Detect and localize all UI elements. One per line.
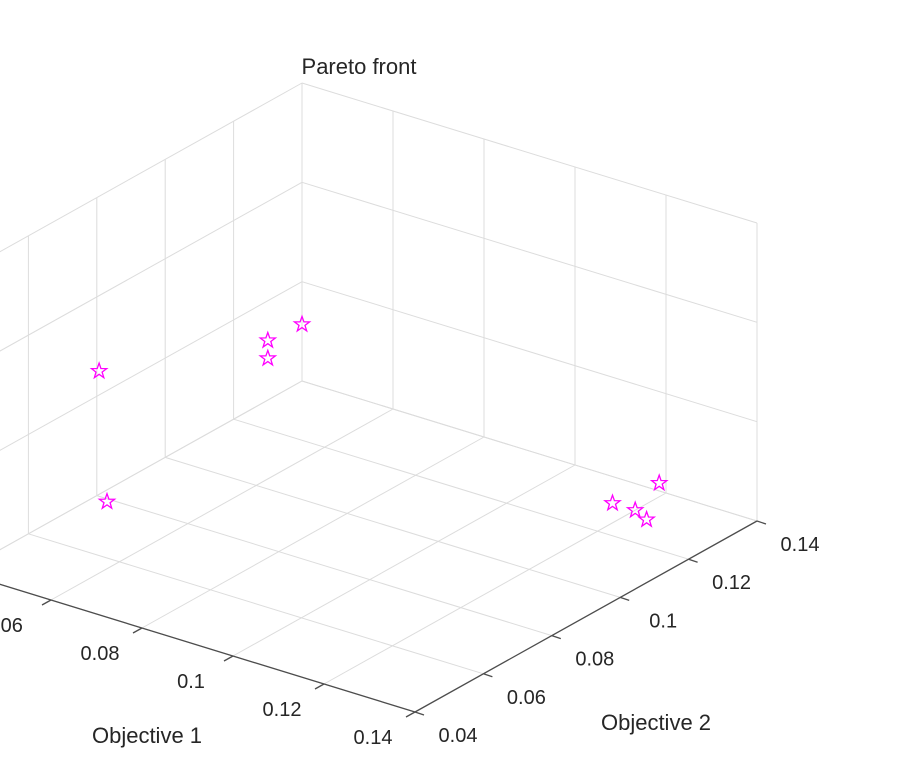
x-axis-line (0, 583, 416, 713)
floor-grid-line (141, 436, 485, 629)
x-tick-mark (132, 627, 143, 634)
data-point-star (637, 509, 657, 528)
data-point-star (625, 500, 645, 519)
floor-grid-line (96, 495, 552, 637)
back-wall-grid-line (301, 380, 758, 522)
x-tick-mark (405, 711, 416, 718)
floor-grid-line (0, 380, 303, 551)
x-tick-label: 0.12 (263, 699, 302, 721)
floor-grid-line (232, 464, 576, 657)
chart-title: Pareto front (302, 54, 417, 79)
floor-grid-line (233, 418, 689, 560)
data-point-star (258, 348, 278, 367)
floor-grid-line (50, 408, 394, 601)
x-tick-label: .06 (0, 615, 23, 637)
data-point-star (603, 493, 622, 512)
y-axis-line (414, 520, 758, 713)
x-tick-mark (223, 655, 234, 662)
y-tick-mark (756, 520, 767, 525)
y-tick-mark (619, 596, 630, 602)
y-tick-label: 0.08 (575, 649, 614, 671)
data-point-star (89, 361, 109, 380)
x-tick-label: 0.1 (177, 671, 205, 693)
y-tick-label: 0.12 (712, 572, 751, 594)
tick-labels: .06 0.08 0.1 0.12 0.14 0.04 0.06 0.08 0.1 0.12 0.1… (0, 534, 819, 749)
y-tick-label: 0.04 (439, 725, 478, 747)
left-wall-grid-line (0, 281, 303, 451)
y-tick-mark (414, 711, 425, 716)
data-point-star (258, 330, 278, 349)
floor-grid-line (28, 533, 484, 675)
x-axis-label: Objective 1 (92, 723, 202, 748)
x-tick-mark (314, 683, 325, 690)
x-tick-mark (41, 599, 52, 606)
left-wall-grid-line (0, 181, 303, 352)
y-tick-label: 0.1 (649, 610, 677, 632)
axes (0, 520, 767, 718)
data-point-star (292, 314, 312, 333)
left-wall-grid-line (0, 380, 303, 551)
left-wall-grid-line (0, 82, 303, 253)
floor-grid-line (0, 583, 416, 713)
back-wall-grid-line (301, 181, 758, 323)
back-wall-grid-line (301, 281, 758, 423)
y-tick-label: 0.06 (507, 687, 546, 709)
floor-grid-line (323, 492, 667, 685)
data-points (89, 314, 669, 528)
y-axis-label: Objective 2 (601, 710, 711, 735)
grid-lines (0, 82, 758, 713)
data-point-star (649, 473, 669, 492)
data-point-star (97, 491, 117, 510)
x-tick-label: 0.08 (81, 643, 120, 665)
y-tick-mark (483, 673, 493, 678)
y-tick-mark (688, 558, 698, 563)
floor-grid-line (165, 456, 621, 598)
back-wall-grid-line (301, 82, 758, 224)
y-tick-label: 0.14 (781, 534, 820, 556)
x-tick-label: 0.14 (354, 727, 393, 749)
y-tick-mark (551, 634, 562, 640)
